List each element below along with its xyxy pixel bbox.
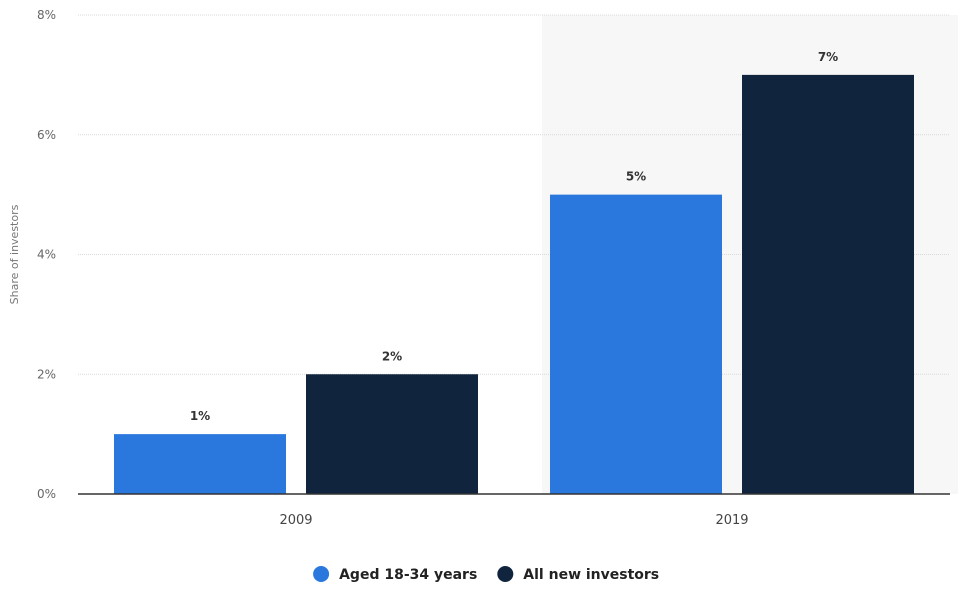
y-tick-label: 8% [37, 8, 56, 22]
bar-2009-series-2 [306, 374, 478, 494]
bar-2009-series-1 [114, 434, 286, 494]
legend-label-series-1[interactable]: Aged 18-34 years [339, 567, 477, 583]
y-axis-ticks: 0% 2% 4% 6% 8% [37, 8, 56, 501]
y-tick-label: 6% [37, 128, 56, 142]
data-label-2009-series-1: 1% [190, 409, 210, 423]
x-axis-categories: 2009 2019 [279, 513, 748, 528]
data-labels: 1% 2% 5% 7% [190, 50, 838, 423]
legend-marker-series-2[interactable] [497, 566, 514, 582]
legend: Aged 18-34 years All new investors [313, 566, 659, 583]
x-category-label: 2009 [279, 513, 312, 528]
y-axis-title: Share of investors [8, 204, 21, 304]
data-label-2009-series-2: 2% [382, 349, 402, 363]
legend-label-series-2[interactable]: All new investors [523, 567, 659, 583]
data-label-2019-series-1: 5% [626, 170, 646, 184]
x-category-label: 2019 [715, 513, 748, 528]
bar-2019-series-1 [550, 194, 722, 494]
y-tick-label: 2% [37, 367, 56, 381]
y-tick-label: 4% [37, 248, 56, 262]
data-label-2019-series-2: 7% [818, 50, 838, 64]
bars [114, 74, 914, 494]
bar-2019-series-2 [742, 74, 914, 494]
y-tick-label: 0% [37, 487, 56, 501]
legend-marker-series-1[interactable] [313, 566, 330, 582]
